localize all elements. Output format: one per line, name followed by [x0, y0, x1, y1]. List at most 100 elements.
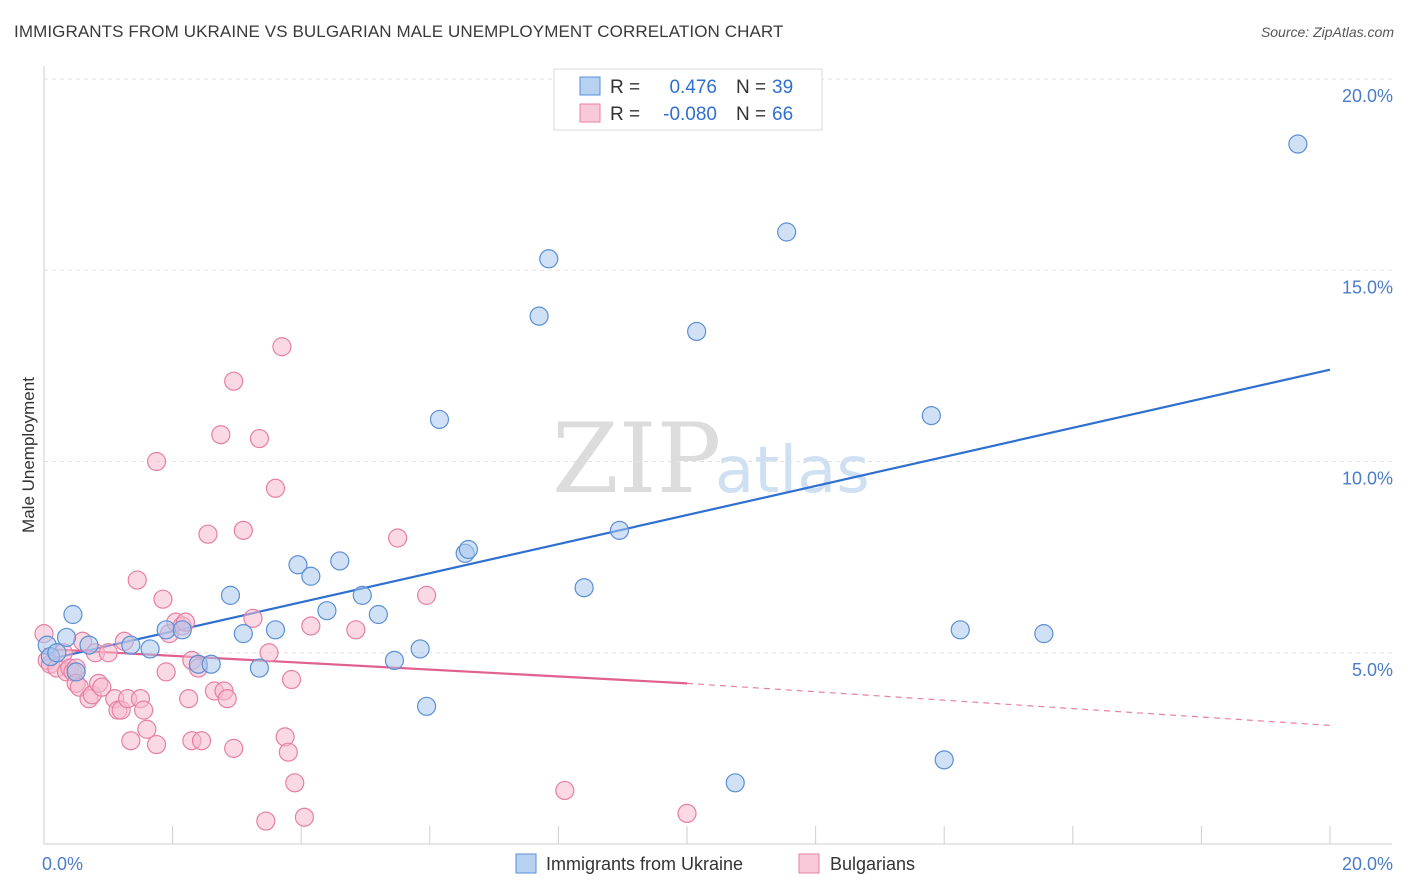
bulgarian-point [346, 620, 366, 640]
bulgarian-point [677, 803, 697, 824]
y-axis-label: Male Unemployment [19, 377, 38, 533]
bottom-legend-swatch-bulgarians [798, 853, 820, 874]
ukraine-point [301, 566, 321, 586]
ukraine-point [777, 222, 797, 242]
bulgarian-point [388, 528, 408, 548]
bulgarian-point [249, 428, 270, 449]
x-tick-label: 0.0% [42, 854, 83, 874]
bulgarian-point [278, 742, 298, 762]
legend-n-label-ukraine: N = [736, 77, 766, 98]
ukraine-point [249, 658, 270, 678]
ukraine-point [529, 306, 549, 326]
legend-swatch-ukraine [579, 76, 601, 96]
ukraine-point [330, 551, 350, 571]
ukraine-point [921, 406, 941, 426]
ukraine-point [609, 520, 630, 540]
source-credit: Source: ZipAtlas.com [1260, 24, 1394, 40]
bulgarian-point [301, 616, 321, 636]
bottom-legend-label-ukraine: Immigrants from Ukraine [546, 854, 743, 874]
bulgarian-point [272, 337, 292, 357]
bulgarian-point [224, 738, 244, 758]
y-tick-label: 10.0% [1342, 469, 1393, 489]
ukraine-point [66, 662, 86, 682]
chart-title: IMMIGRANTS FROM UKRAINE VS BULGARIAN MAL… [14, 22, 784, 41]
bulgarian-point [265, 478, 286, 498]
ukraine-point [410, 639, 430, 659]
gridlines [44, 78, 1392, 654]
ukraine-point [265, 620, 286, 640]
bulgarian-point [179, 689, 199, 709]
bulgarian-point [233, 520, 253, 540]
legend-r-label-bulgarians: R = [610, 104, 640, 125]
y-tick-label: 20.0% [1342, 86, 1393, 106]
ukraine-point [574, 578, 594, 598]
legend-n-value-bulgarians: 66 [772, 104, 793, 125]
bulgarian-point [211, 425, 231, 445]
ukraine-point [950, 620, 970, 640]
ukraine-point [288, 555, 308, 575]
ukraine-point [1034, 624, 1054, 644]
legend-r-value-bulgarians: -0.080 [663, 104, 717, 125]
trend-line-bulgarians [43, 647, 688, 685]
ukraine-point [317, 601, 337, 621]
bottom-legend-label-bulgarians: Bulgarians [830, 854, 915, 874]
watermark-zip: ZIP [552, 403, 721, 515]
legend-n-value-ukraine: 39 [772, 77, 793, 98]
bulgarian-point [294, 807, 315, 827]
ukraine-point [368, 604, 388, 625]
bulgarian-point [243, 608, 263, 628]
bulgarian-point [217, 689, 237, 709]
bulgarian-point [98, 643, 118, 663]
bottom-legend-swatch-ukraine [515, 853, 537, 874]
ukraine-point [201, 654, 221, 674]
bulgarian-point [134, 700, 154, 720]
ukraine-point [233, 624, 253, 644]
ukraine-point [47, 643, 67, 663]
legend-r-value-ukraine: 0.476 [669, 77, 717, 98]
bulgarian-point [416, 585, 437, 605]
ukraine-point [725, 773, 745, 793]
legend-r-label-ukraine: R = [610, 77, 640, 98]
bulgarian-point [256, 811, 276, 831]
ukraine-point [687, 321, 707, 342]
ukraine-point [140, 639, 160, 659]
bulgarian-point [121, 731, 141, 751]
bulgarian-point [153, 589, 173, 609]
ukraine-point [79, 635, 99, 655]
bulgarian-point [281, 669, 302, 690]
y-tick-label: 5.0% [1352, 660, 1393, 680]
trend-line-bulgarians-extrapolated [686, 682, 1331, 727]
ukraine-point [539, 249, 559, 269]
bulgarian-point [127, 570, 147, 590]
ukraine-point [458, 539, 478, 560]
bulgarian-point [191, 731, 212, 751]
ukraine-point [429, 409, 450, 430]
bulgarian-point [259, 643, 279, 663]
bulgarian-point [146, 734, 167, 755]
ukraine-point [56, 627, 77, 648]
legend-swatch-bulgarians [579, 103, 601, 123]
ukraine-point [220, 585, 241, 605]
ukraine-point [156, 620, 176, 640]
bulgarian-point [285, 773, 305, 793]
watermark-atlas: atlas [715, 434, 870, 508]
ukraine-point [63, 604, 83, 625]
correlation-legend: R = 0.476 N = 39 R = -0.080 N = 66 [553, 68, 823, 131]
bulgarian-point [156, 662, 176, 682]
bulgarian-point [137, 719, 157, 739]
axes: 5.0% 10.0% 15.0% 20.0% 0.0% 20.0% [42, 66, 1393, 874]
ukraine-point [934, 750, 954, 770]
series-legend: Immigrants from Ukraine Bulgarians [515, 853, 915, 874]
ukraine-point [172, 620, 192, 640]
ukraine-point [352, 585, 372, 605]
data-points [34, 134, 1308, 831]
bulgarian-point [224, 371, 244, 391]
ukraine-point [121, 635, 141, 655]
ukraine-point [1288, 134, 1308, 154]
bulgarian-point [555, 780, 575, 801]
bulgarian-point [146, 451, 167, 472]
y-tick-label: 15.0% [1342, 277, 1393, 297]
bulgarian-point [92, 677, 112, 697]
x-tick-label: 20.0% [1342, 854, 1393, 874]
